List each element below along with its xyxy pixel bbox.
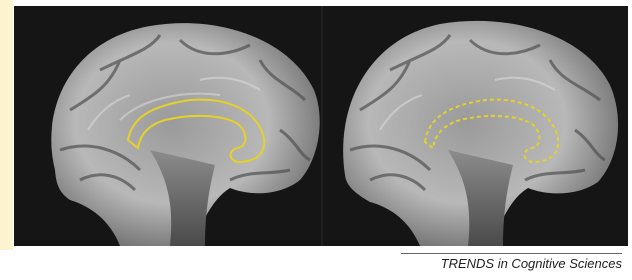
page: TRENDS in Cognitive Sciences (() => { co… <box>0 0 632 280</box>
side-strip <box>0 0 13 250</box>
figure <box>0 0 632 250</box>
caption: TRENDS in Cognitive Sciences <box>401 253 622 271</box>
